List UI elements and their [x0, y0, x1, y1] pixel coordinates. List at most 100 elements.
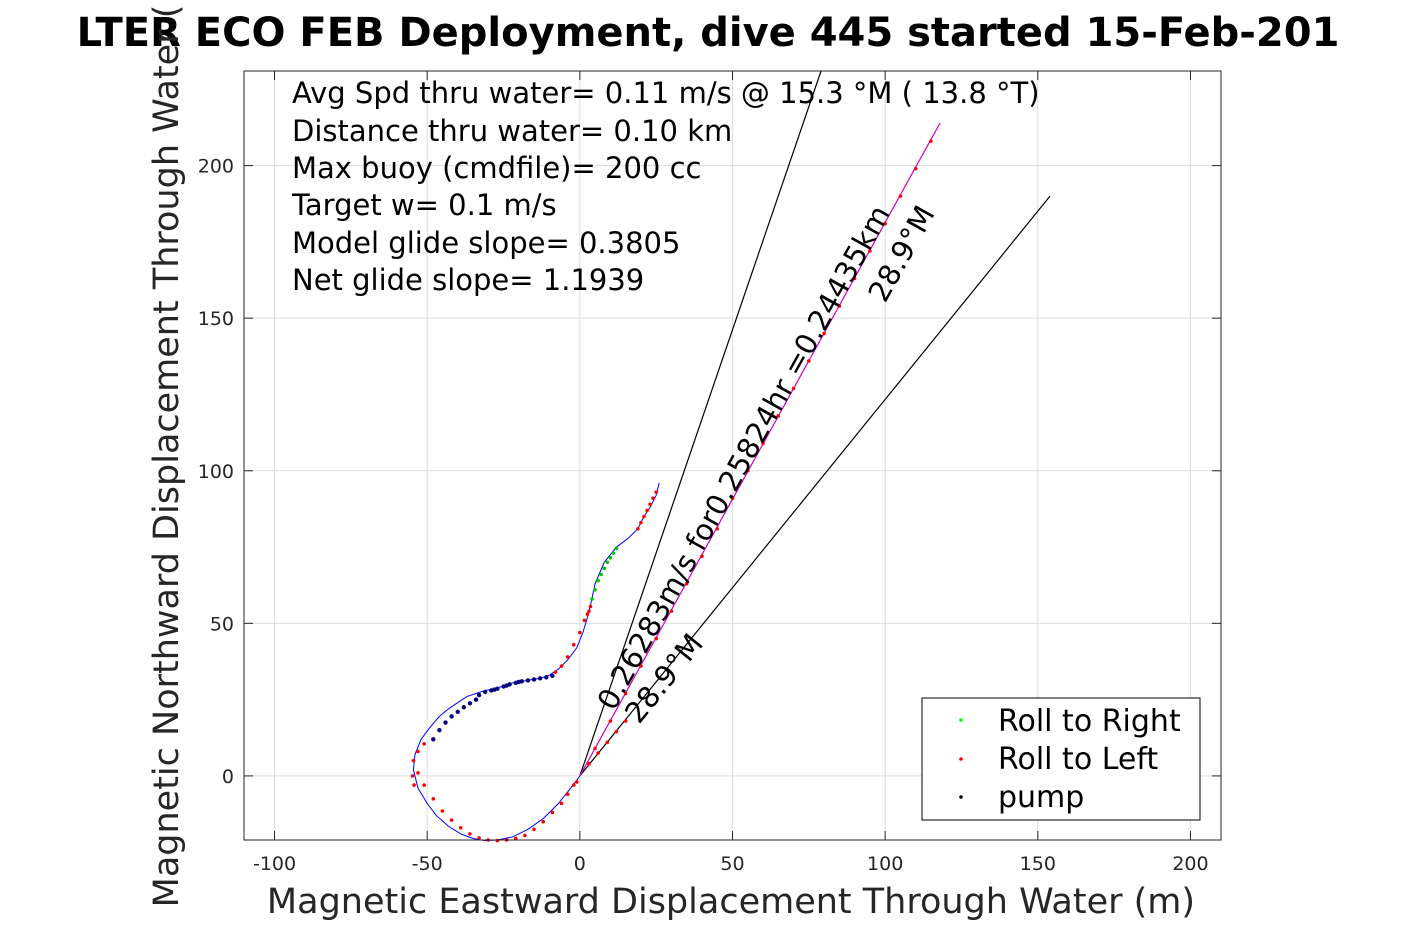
roll-left-point: [468, 832, 472, 836]
pump-point: [492, 687, 497, 692]
roll-right-point: [602, 566, 607, 571]
roll-left-point: [416, 749, 420, 754]
roll-left-point: [588, 604, 593, 609]
pump-point: [550, 673, 555, 679]
roll-left-point: [883, 221, 887, 226]
cone-left-line: [579, 70, 822, 777]
chart-title: LTER ECO FEB Deployment, dive 445 starte…: [77, 10, 1340, 56]
pump-point: [531, 677, 537, 682]
roll-left-point: [559, 801, 564, 806]
cone-right-line: [579, 195, 1051, 777]
roll-left-point: [745, 468, 750, 473]
info-line: Distance thru water= 0.10 km: [292, 114, 732, 148]
info-line: Avg Spd thru water= 0.11 m/s @ 15.3 °M (…: [292, 76, 1040, 110]
y-tick-label: 0: [222, 766, 234, 788]
roll-left-point: [565, 792, 570, 797]
roll-left-point: [416, 771, 420, 775]
x-tick-label: 150: [1020, 853, 1056, 875]
pump-point: [504, 683, 509, 688]
roll-left-point: [623, 691, 628, 696]
roll-left-point: [495, 838, 500, 843]
legend-label-roll-left: Roll to Left: [998, 742, 1158, 777]
roll-left-point: [929, 139, 933, 143]
roll-left-point: [761, 441, 765, 446]
roll-left-point: [639, 520, 643, 525]
pump-point: [516, 679, 521, 685]
roll-left-point: [614, 729, 619, 734]
pump-point: [525, 678, 531, 683]
legend-label-roll-right: Roll to Right: [998, 704, 1181, 739]
x-tick-label: 0: [574, 853, 586, 875]
roll-right-point: [605, 560, 610, 565]
axis-ticks: -100 -50 0 50 100 150 200 0 50 100 150 200: [198, 71, 1221, 875]
y-tick-label: 100: [198, 461, 234, 483]
roll-right-point: [611, 551, 616, 555]
roll-right-point: [596, 578, 600, 583]
info-line: Net glide slope= 1.1939: [292, 263, 644, 297]
y-axis-label: Magnetic Northward Displacement Through …: [147, 5, 187, 908]
roll-left-point: [574, 780, 579, 784]
roll-left-point: [898, 194, 903, 198]
roll-left-point: [411, 758, 416, 763]
roll-left-point: [605, 740, 610, 745]
pump-point: [455, 709, 460, 715]
roll-left-point: [593, 746, 597, 751]
pump-point: [431, 737, 436, 742]
roll-left-point: [571, 642, 576, 647]
roll-left-point: [553, 670, 558, 674]
roll-right-point: [593, 587, 597, 592]
roll-left-point: [550, 810, 555, 815]
roll-left-point: [578, 630, 582, 635]
roll-left-point: [684, 581, 689, 586]
x-tick-label: -50: [412, 853, 443, 875]
roll-left-point: [730, 496, 735, 501]
pump-point: [443, 720, 448, 725]
info-line: Max buoy (cmdfile)= 200 cc: [292, 151, 701, 185]
roll-left-point: [852, 276, 857, 281]
roll-left-point: [582, 618, 587, 623]
roll-left-point: [700, 554, 704, 559]
roll-left-point: [541, 819, 546, 824]
data-points: [410, 139, 933, 843]
roll-left-point: [642, 514, 646, 519]
roll-left-point: [587, 609, 591, 613]
roll-left-point: [837, 304, 842, 308]
roll-left-point: [868, 249, 872, 253]
grid: [244, 71, 1221, 840]
roll-left-point: [458, 825, 463, 830]
roll-left-point: [654, 490, 658, 494]
pump-point: [473, 697, 479, 702]
info-line: Model glide slope= 0.3805: [292, 226, 680, 260]
roll-left-point: [776, 414, 781, 418]
roll-left-point: [913, 166, 918, 171]
roll-left-point: [791, 386, 796, 391]
roll-left-point: [523, 833, 527, 838]
roll-left-point: [639, 664, 643, 668]
roll-right-point: [608, 555, 613, 560]
pump-point: [476, 692, 482, 698]
roll-left-point: [654, 636, 658, 641]
info-text-block: Avg Spd thru water= 0.11 m/s @ 15.3 °M (…: [291, 76, 1040, 297]
pump-point: [467, 701, 473, 706]
plot-frame: [243, 70, 1222, 841]
y-tick-label: 150: [198, 308, 234, 330]
roll-left-point: [571, 783, 576, 787]
roll-left-point: [585, 612, 590, 616]
pump-point: [449, 714, 454, 719]
pump-point: [482, 689, 488, 695]
roll-left-point: [636, 526, 640, 531]
y-tick-label: 200: [198, 156, 234, 178]
roll-left-point: [596, 751, 600, 755]
roll-left-point: [422, 783, 426, 787]
roll-right-point: [590, 597, 594, 601]
x-tick-label: -100: [253, 853, 296, 875]
roll-left-point: [669, 609, 674, 613]
legend-marker-pump: [959, 795, 963, 799]
roll-left-point: [449, 818, 454, 822]
roll-left-point: [807, 359, 811, 363]
roll-left-point: [532, 827, 536, 832]
roll-left-point: [559, 664, 564, 668]
roll-left-point: [645, 508, 649, 513]
roll-left-point: [513, 836, 518, 841]
